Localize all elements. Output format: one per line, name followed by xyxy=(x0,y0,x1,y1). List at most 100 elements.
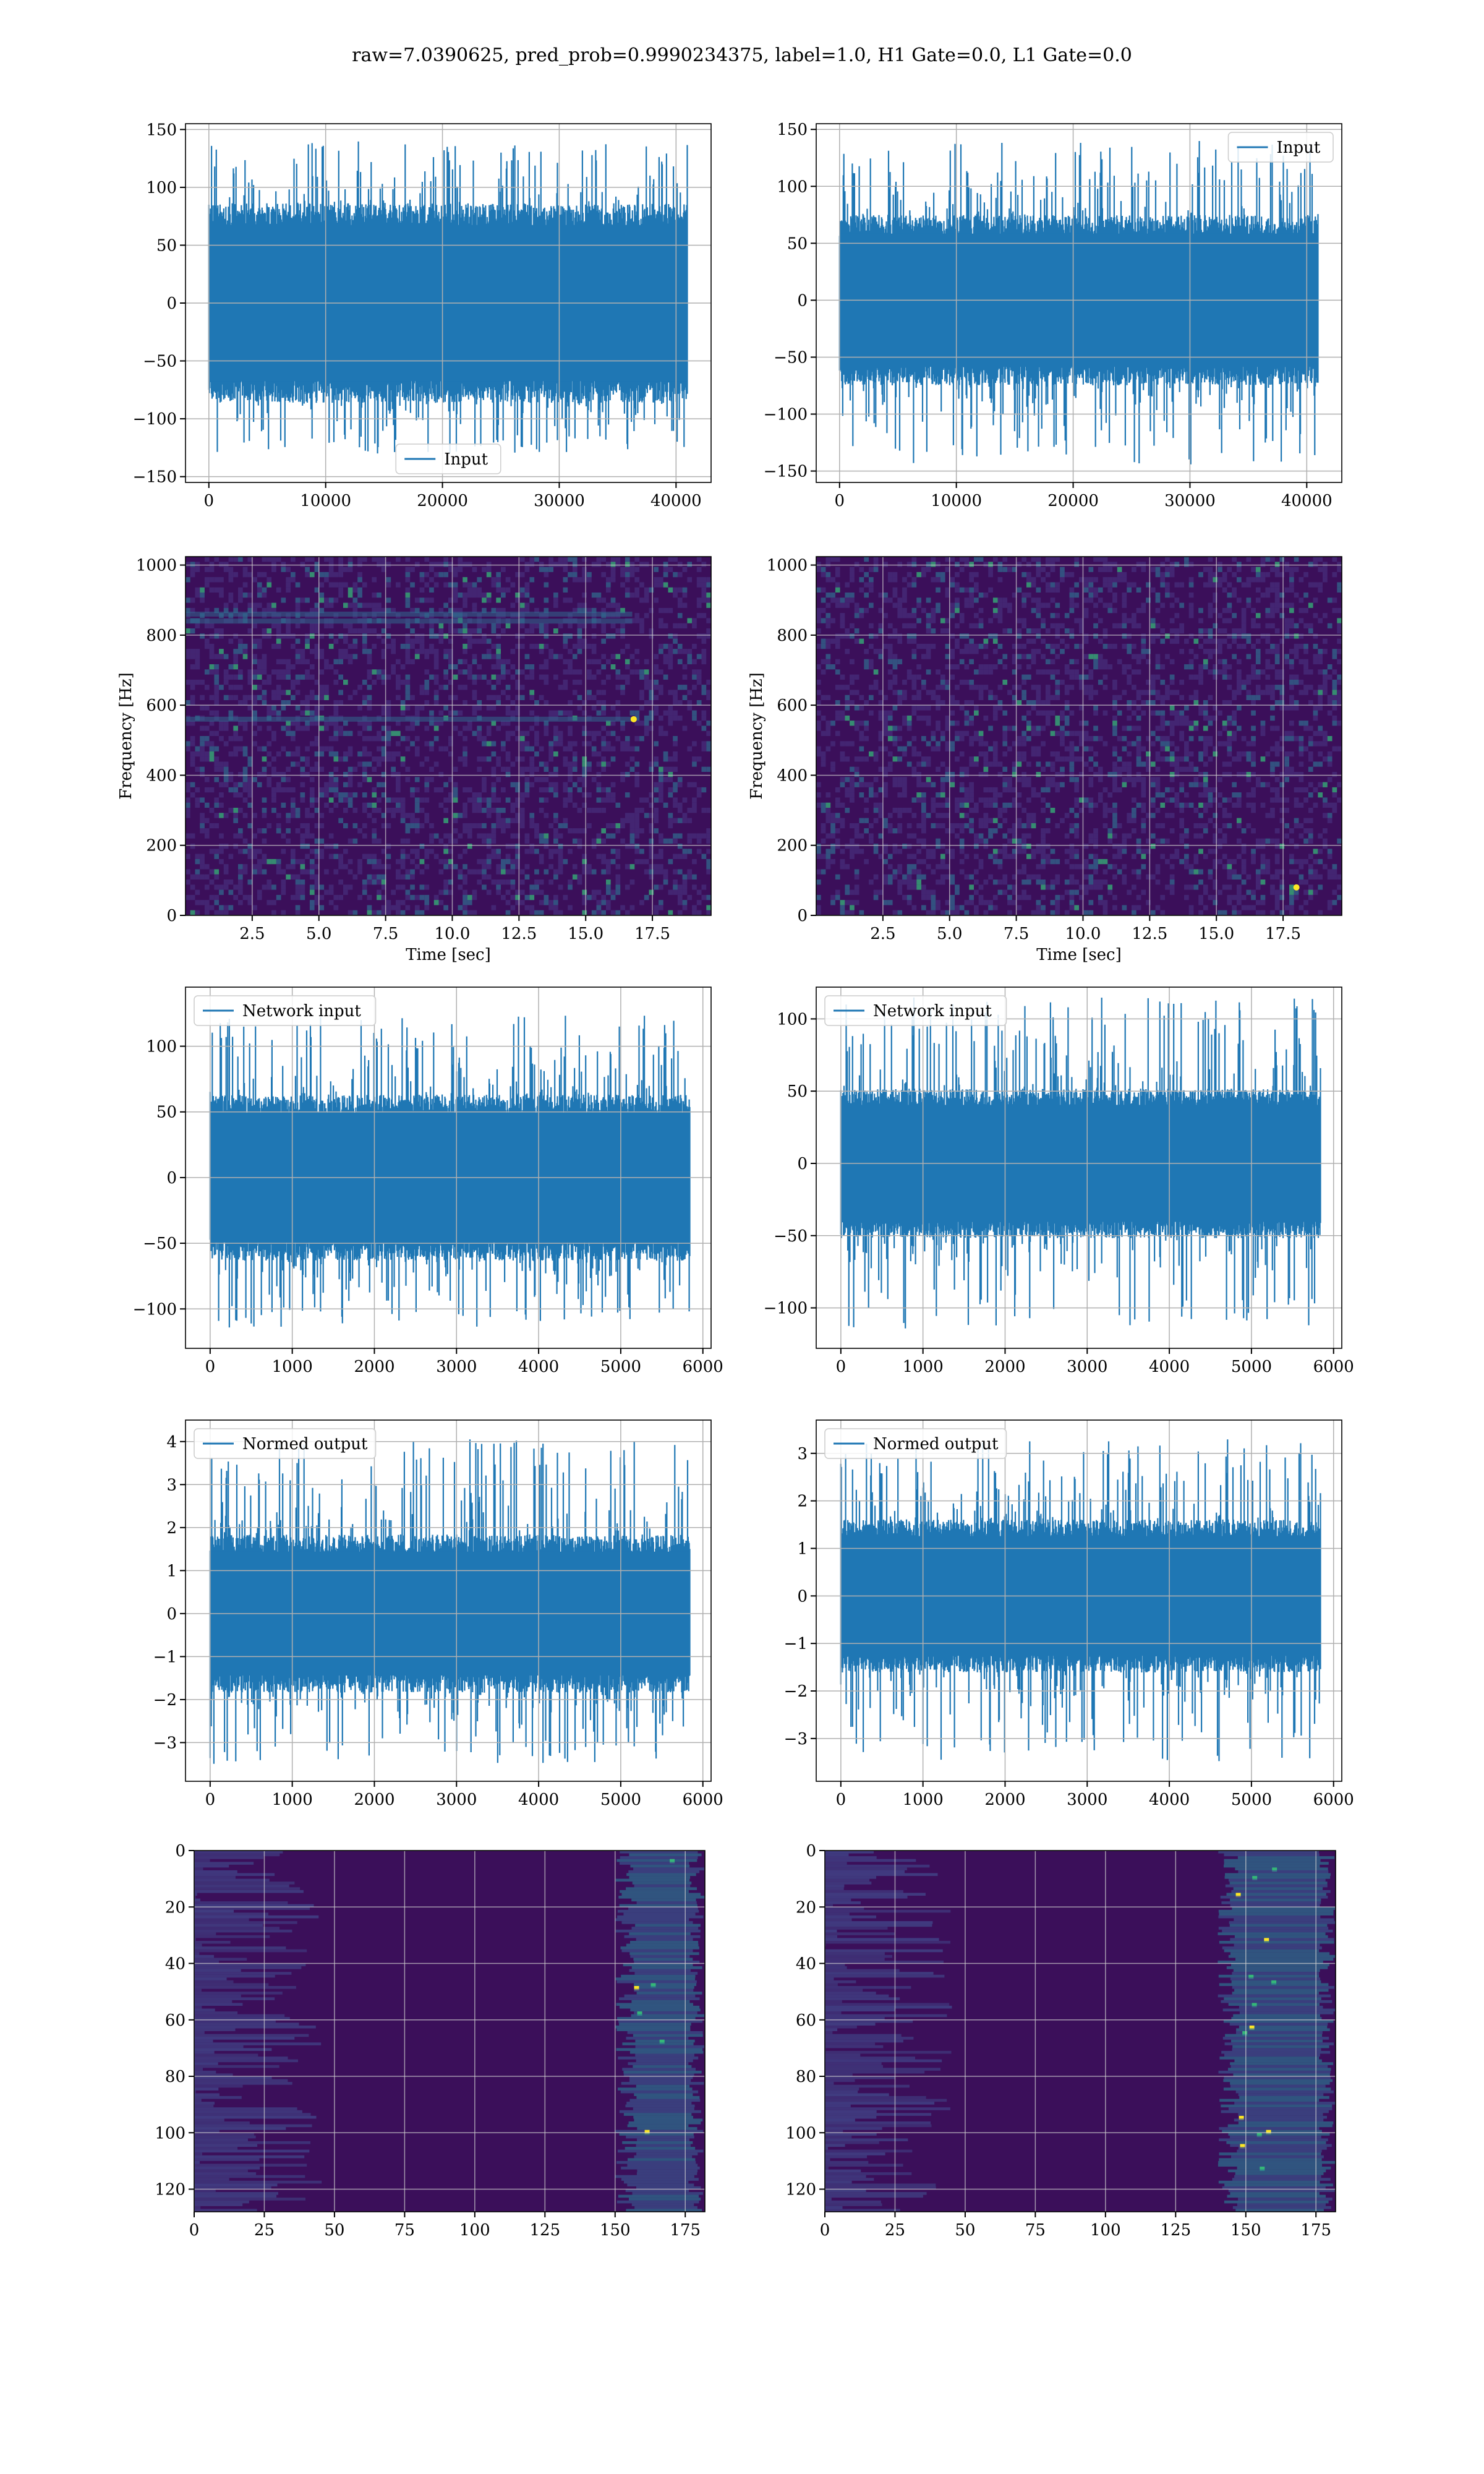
spectrogram-cell xyxy=(386,823,391,829)
spectrogram-cell xyxy=(519,823,525,829)
spectrogram-cell xyxy=(1260,721,1266,726)
spectrogram-cell xyxy=(1107,772,1113,777)
spectrogram-cell xyxy=(328,746,334,751)
spectrogram-cell xyxy=(419,633,425,639)
spectrogram-cell xyxy=(352,654,358,659)
spectrogram-cell xyxy=(247,894,253,901)
spectrogram-cell xyxy=(519,756,525,762)
spectrogram-cell xyxy=(1260,690,1266,695)
spectrogram-cell xyxy=(1112,607,1117,614)
spectrogram-cell xyxy=(505,797,511,803)
spectrogram-cell xyxy=(338,557,343,562)
spectrogram-cell xyxy=(519,869,525,875)
spectrogram-cell xyxy=(286,813,291,818)
spectrogram-cell xyxy=(338,854,343,859)
spectrogram-cell xyxy=(324,726,329,731)
spectrogram-cell xyxy=(291,679,296,685)
spectrogram-cell xyxy=(548,654,553,659)
spectrogram-cell xyxy=(859,613,864,618)
spectrogram-cell xyxy=(864,736,869,742)
spectrogram-cell xyxy=(945,567,950,572)
spectrogram-cell xyxy=(367,705,372,711)
spectrogram-cell xyxy=(491,695,497,700)
spectrogram-cell xyxy=(396,869,401,875)
spectrogram-cell xyxy=(854,705,859,711)
spectrogram-cell xyxy=(324,577,329,583)
spectrogram-cell xyxy=(1165,582,1170,588)
spectrogram-cell xyxy=(204,864,210,870)
spectrogram-cell xyxy=(1127,715,1132,721)
spectrogram-cell xyxy=(1246,602,1252,608)
spectrogram-cell xyxy=(328,633,334,639)
spectrogram-cell xyxy=(295,910,301,915)
spectrogram-cell xyxy=(634,823,640,829)
spectrogram-cell xyxy=(1318,782,1323,787)
spectrogram-cell xyxy=(396,772,401,777)
spectrogram-cell xyxy=(372,802,377,808)
spectrogram-cell xyxy=(902,777,907,782)
spectrogram-cell xyxy=(1222,726,1227,731)
spectrogram-cell xyxy=(997,613,1003,618)
spectrogram-cell xyxy=(295,582,301,588)
spectrogram-cell xyxy=(1064,664,1070,670)
spectrogram-cell xyxy=(1274,643,1280,649)
spectrogram-cell xyxy=(887,654,893,659)
spectrogram-cell xyxy=(548,756,553,762)
spectrogram-cell xyxy=(1227,618,1232,623)
spectrogram-cell xyxy=(1017,654,1022,659)
spectrogram-cell xyxy=(563,746,568,751)
spectrogram-cell xyxy=(644,813,649,818)
spectrogram-cell xyxy=(338,797,343,803)
spectrogram-cell xyxy=(610,633,616,639)
spectrogram-cell xyxy=(931,557,936,562)
spectrogram-cell xyxy=(696,838,702,844)
spectrogram-cell xyxy=(204,577,210,583)
spectrogram-cell xyxy=(1155,736,1161,742)
spectrogram-cell xyxy=(319,884,325,890)
spectrogram-cell xyxy=(1169,772,1175,777)
spectrogram-cell xyxy=(238,792,243,798)
spectrogram-cell xyxy=(1050,562,1055,567)
spectrogram-cell xyxy=(1112,730,1117,736)
spectrogram-cell xyxy=(644,730,649,736)
spectrogram-cell xyxy=(1088,746,1094,751)
spectrogram-cell xyxy=(242,777,248,782)
spectrogram-cell xyxy=(414,649,420,654)
spectrogram-cell xyxy=(463,628,467,634)
spectrogram-cell xyxy=(945,715,950,721)
spectrogram-cell xyxy=(558,833,563,839)
spectrogram-cell xyxy=(682,813,688,818)
spectrogram-cell xyxy=(519,808,525,813)
spectrogram-cell xyxy=(291,736,296,742)
spectrogram-cell xyxy=(319,894,325,901)
spectrogram-cell xyxy=(324,782,329,787)
spectrogram-cell xyxy=(505,623,511,628)
spectrogram-cell xyxy=(978,557,984,562)
spectrogram-cell xyxy=(1074,602,1079,608)
spectrogram-cell xyxy=(1083,613,1089,618)
spectrogram-cell xyxy=(1117,710,1122,716)
spectrogram-cell xyxy=(396,787,401,793)
spectrogram-cell xyxy=(1332,772,1337,777)
spectrogram-cell xyxy=(1222,628,1227,634)
spectrogram-cell xyxy=(319,705,325,711)
spectrogram-cell xyxy=(668,766,673,772)
spectrogram-cell xyxy=(816,567,821,572)
spectrogram-cell xyxy=(553,905,558,910)
spectrogram-cell xyxy=(644,869,649,875)
spectrogram-cell xyxy=(673,756,678,762)
spectrogram-cell xyxy=(1274,607,1280,614)
spectrogram-cell xyxy=(1031,792,1036,798)
spectrogram-cell xyxy=(677,613,683,618)
spectrogram-cell xyxy=(1184,756,1189,762)
spectrogram-cell xyxy=(348,567,353,572)
spectrogram-cell xyxy=(639,674,644,680)
spectrogram-cell xyxy=(291,874,296,880)
spectrogram-cell xyxy=(921,782,926,787)
spectrogram-cell xyxy=(448,858,453,865)
spectrogram-cell xyxy=(692,884,697,890)
spectrogram-cell xyxy=(300,838,305,844)
spectrogram-cell xyxy=(897,562,903,567)
spectrogram-cell xyxy=(367,695,372,700)
spectrogram-cell xyxy=(620,649,625,654)
